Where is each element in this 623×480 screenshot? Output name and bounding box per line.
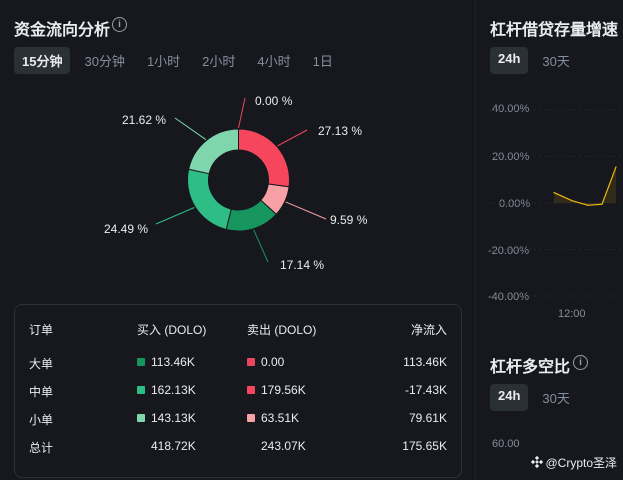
donut-label-medium-buy: 24.49 % — [104, 222, 148, 236]
donut-slice-small-buy — [189, 129, 239, 174]
growth-point — [587, 205, 588, 206]
donut-label-large-buy: 17.14 % — [280, 258, 324, 272]
row-medium-buy-value: 162.13K — [151, 383, 196, 397]
leader-line-large-sell — [239, 98, 246, 128]
buy-color-swatch — [137, 386, 145, 394]
watermark: @Crypto圣泽 — [531, 454, 617, 471]
growth-line-chart — [476, 90, 623, 320]
leverage-panel: 杠杆借贷存量增速 24h 30天 40.00% 20.00% 0.00% -20… — [475, 0, 623, 480]
row-small-sell: 63.51K — [247, 411, 299, 425]
donut-label-medium-sell: 27.13 % — [318, 124, 362, 138]
donut-slice-medium-buy — [188, 169, 232, 229]
tab-24h[interactable]: 24h — [490, 47, 528, 74]
fund-flow-panel: 资金流向分析 i 15分钟 30分钟 1小时 2小时 4小时 1日 0.00 %… — [0, 0, 475, 480]
flow-table: 订单 买入 (DOLO) 卖出 (DOLO) 净流入 大单 113.46K 0.… — [14, 304, 462, 478]
donut-label-small-buy: 21.62 % — [122, 113, 166, 127]
growth-title: 杠杆借贷存量增速 — [490, 16, 618, 40]
row-small-buy-value: 143.13K — [151, 411, 196, 425]
donut-slice-medium-sell — [239, 129, 290, 187]
growth-point — [601, 204, 602, 205]
header-buy: 买入 (DOLO) — [137, 321, 206, 338]
row-total-sell: 243.07K — [261, 439, 306, 453]
row-medium-buy: 162.13K — [137, 383, 196, 397]
header-order: 订单 — [29, 321, 53, 338]
growth-point — [553, 192, 554, 193]
ratio-tabs: 24h 30天 — [490, 384, 578, 411]
fund-flow-donut — [0, 0, 475, 300]
row-medium-name: 中单 — [29, 383, 53, 400]
info-icon[interactable]: i — [573, 355, 588, 370]
binance-logo-icon — [531, 456, 543, 468]
sell-color-swatch — [247, 414, 255, 422]
row-total-buy: 418.72K — [151, 439, 196, 453]
row-total-name: 总计 — [29, 439, 53, 456]
leader-line-large-buy — [254, 230, 268, 262]
tab-24h[interactable]: 24h — [490, 384, 528, 411]
sell-color-swatch — [247, 358, 255, 366]
row-medium-net: -17.43K — [405, 383, 447, 397]
row-medium-sell-value: 179.56K — [261, 383, 306, 397]
row-large-sell: 0.00 — [247, 355, 284, 369]
row-small-name: 小单 — [29, 411, 53, 428]
growth-point — [571, 200, 572, 201]
row-small-sell-value: 63.51K — [261, 411, 299, 425]
growth-point — [615, 166, 616, 167]
leader-line-medium-sell — [278, 130, 307, 146]
watermark-text: @Crypto圣泽 — [545, 456, 617, 470]
sell-color-swatch — [247, 386, 255, 394]
growth-area — [554, 167, 616, 205]
header-net: 净流入 — [411, 321, 447, 338]
row-small-net: 79.61K — [409, 411, 447, 425]
tab-30d[interactable]: 30天 — [534, 47, 577, 74]
ratio-title: 杠杆多空比 — [490, 353, 570, 377]
row-large-buy: 113.46K — [137, 355, 195, 369]
row-medium-sell: 179.56K — [247, 383, 306, 397]
row-total-net: 175.65K — [402, 439, 447, 453]
buy-color-swatch — [137, 414, 145, 422]
donut-label-large-sell: 0.00 % — [255, 94, 292, 108]
leader-line-medium-buy — [156, 208, 194, 224]
growth-tabs: 24h 30天 — [490, 47, 578, 74]
ratio-y-tick: 60.00 — [492, 438, 520, 450]
buy-color-swatch — [137, 358, 145, 366]
donut-label-small-sell: 9.59 % — [330, 213, 367, 227]
leader-line-small-sell — [286, 202, 326, 219]
leader-line-small-buy — [175, 118, 206, 140]
row-small-buy: 143.13K — [137, 411, 196, 425]
header-sell: 卖出 (DOLO) — [247, 321, 316, 338]
row-large-sell-value: 0.00 — [261, 355, 284, 369]
row-large-buy-value: 113.46K — [151, 355, 195, 369]
row-large-name: 大单 — [29, 355, 53, 372]
tab-30d[interactable]: 30天 — [534, 384, 577, 411]
row-large-net: 113.46K — [403, 355, 447, 369]
